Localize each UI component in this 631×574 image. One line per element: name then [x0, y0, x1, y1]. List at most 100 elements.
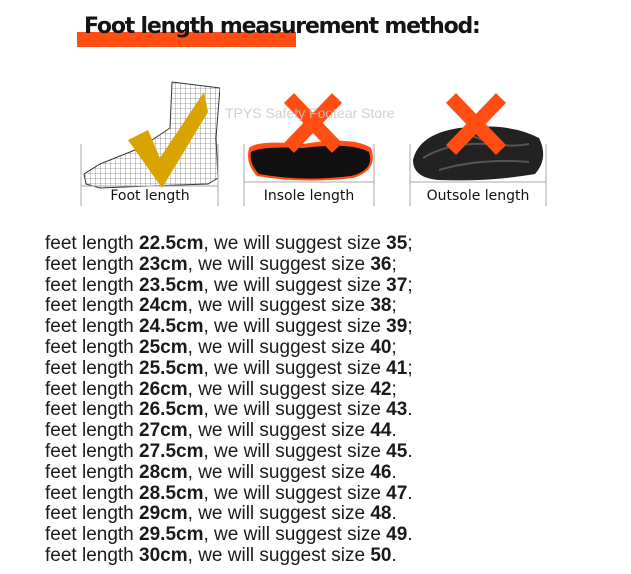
size-row: feet length 30cm, we will suggest size 5…	[45, 544, 413, 567]
row-middle: , we will suggest size	[203, 233, 387, 254]
foot-length-value: 30cm	[139, 544, 188, 566]
panel-label: Outsole length	[426, 188, 530, 204]
suggested-size-value: 39	[386, 316, 408, 338]
row-end: .	[407, 399, 413, 421]
foot-length-value: 25.5cm	[139, 357, 204, 379]
size-row: feet length 27cm, we will suggest size 4…	[45, 420, 413, 442]
size-row: feet length 22.5cm, we will suggest size…	[45, 233, 413, 255]
row-prefix: feet length	[45, 524, 140, 546]
row-middle: , we will suggest size	[203, 274, 387, 296]
foot-length-value: 23cm	[139, 253, 188, 275]
suggested-size-value: 36	[370, 253, 392, 275]
size-row: feet length 25cm, we will suggest size 4…	[45, 336, 413, 359]
row-end: .	[407, 440, 413, 462]
size-row: feet length 25.5cm, we will suggest size…	[45, 357, 413, 380]
row-middle: , we will suggest size	[187, 378, 371, 400]
row-middle: , we will suggest size	[187, 420, 371, 442]
size-chart-list: feet length 22.5cm, we will suggest size…	[45, 233, 413, 567]
panel-label: Foot length	[110, 188, 190, 204]
watermark: TPYS Safety Footear Store	[225, 105, 395, 121]
row-middle: , we will suggest size	[187, 544, 371, 566]
check-icon	[128, 92, 208, 188]
foot-length-value: 29cm	[139, 503, 188, 525]
row-prefix: feet length	[45, 316, 140, 338]
foot-length-value: 23.5cm	[139, 274, 204, 296]
foot-length-value: 28cm	[139, 461, 188, 483]
row-end: ;	[391, 336, 397, 358]
suggested-size-value: 42	[370, 378, 392, 400]
panel-label: Insole length	[263, 188, 355, 204]
row-middle: , we will suggest size	[203, 316, 387, 338]
row-end: .	[391, 503, 397, 525]
size-row: feet length 27.5cm, we will suggest size…	[45, 440, 413, 463]
suggested-size-value: 46	[370, 461, 392, 483]
row-end: ;	[391, 295, 397, 317]
size-row: feet length 24cm, we will suggest size 3…	[45, 295, 413, 317]
row-prefix: feet length	[45, 336, 140, 358]
cross-icon	[445, 93, 507, 155]
panel-foot-length: Foot length	[80, 78, 220, 210]
row-middle: , we will suggest size	[187, 503, 371, 525]
row-middle: , we will suggest size	[187, 461, 371, 483]
foot-length-value: 27.5cm	[139, 440, 204, 462]
row-end: .	[391, 544, 397, 566]
row-middle: , we will suggest size	[203, 482, 387, 504]
suggested-size-value: 38	[370, 295, 392, 317]
suggested-size-value: 40	[370, 336, 392, 358]
outsole-illustration	[409, 93, 547, 206]
row-end: ;	[391, 378, 397, 400]
panel-outsole-length: Outsole length	[409, 78, 547, 210]
size-row: feet length 23.5cm, we will suggest size…	[45, 274, 413, 297]
suggested-size-value: 48	[370, 503, 392, 525]
row-end: ;	[407, 274, 413, 296]
row-middle: , we will suggest size	[187, 253, 371, 275]
row-end: .	[391, 461, 397, 483]
suggested-size-value: 49	[386, 524, 408, 546]
row-prefix: feet length	[45, 378, 140, 400]
row-prefix: feet length	[45, 274, 140, 296]
row-end: ;	[407, 316, 413, 338]
row-prefix: feet length	[45, 420, 140, 442]
row-middle: , we will suggest size	[187, 295, 371, 317]
row-prefix: feet length	[45, 399, 140, 421]
row-prefix: feet length	[45, 482, 140, 504]
foot-length-value: 22.5cm	[139, 233, 204, 254]
size-row: feet length 28cm, we will suggest size 4…	[45, 461, 413, 484]
row-end: ;	[407, 357, 413, 379]
row-end: .	[407, 524, 413, 546]
foot-length-value: 24.5cm	[139, 316, 204, 338]
suggested-size-value: 47	[386, 482, 408, 504]
row-end: ;	[407, 233, 413, 254]
suggested-size-value: 37	[386, 274, 408, 296]
foot-length-value: 25cm	[139, 336, 188, 358]
insole-illustration	[243, 93, 375, 206]
suggested-size-value: 35	[386, 233, 408, 254]
size-row: feet length 29.5cm, we will suggest size…	[45, 524, 413, 546]
row-prefix: feet length	[45, 253, 140, 275]
foot-length-value: 29.5cm	[139, 524, 204, 546]
size-row: feet length 29cm, we will suggest size 4…	[45, 503, 413, 525]
row-end: .	[407, 482, 413, 504]
size-row: feet length 23cm, we will suggest size 3…	[45, 253, 413, 276]
title-highlight-bar	[77, 32, 296, 47]
foot-wireframe-illustration	[80, 81, 220, 206]
foot-length-value: 27cm	[139, 420, 188, 442]
foot-length-value: 26.5cm	[139, 399, 204, 421]
suggested-size-value: 45	[386, 440, 408, 462]
row-prefix: feet length	[45, 233, 140, 254]
row-middle: , we will suggest size	[203, 357, 387, 379]
row-prefix: feet length	[45, 357, 140, 379]
row-middle: , we will suggest size	[187, 336, 371, 358]
foot-length-value: 26cm	[139, 378, 188, 400]
size-row: feet length 28.5cm, we will suggest size…	[45, 482, 413, 505]
foot-length-value: 24cm	[139, 295, 188, 317]
size-row: feet length 26cm, we will suggest size 4…	[45, 378, 413, 401]
cross-icon	[283, 93, 343, 153]
page-title: Foot length measurement method:	[84, 14, 481, 39]
row-end: .	[391, 420, 397, 442]
row-prefix: feet length	[45, 461, 140, 483]
row-middle: , we will suggest size	[203, 524, 387, 546]
row-prefix: feet length	[45, 440, 140, 462]
suggested-size-value: 50	[370, 544, 392, 566]
size-row: feet length 26.5cm, we will suggest size…	[45, 399, 413, 421]
